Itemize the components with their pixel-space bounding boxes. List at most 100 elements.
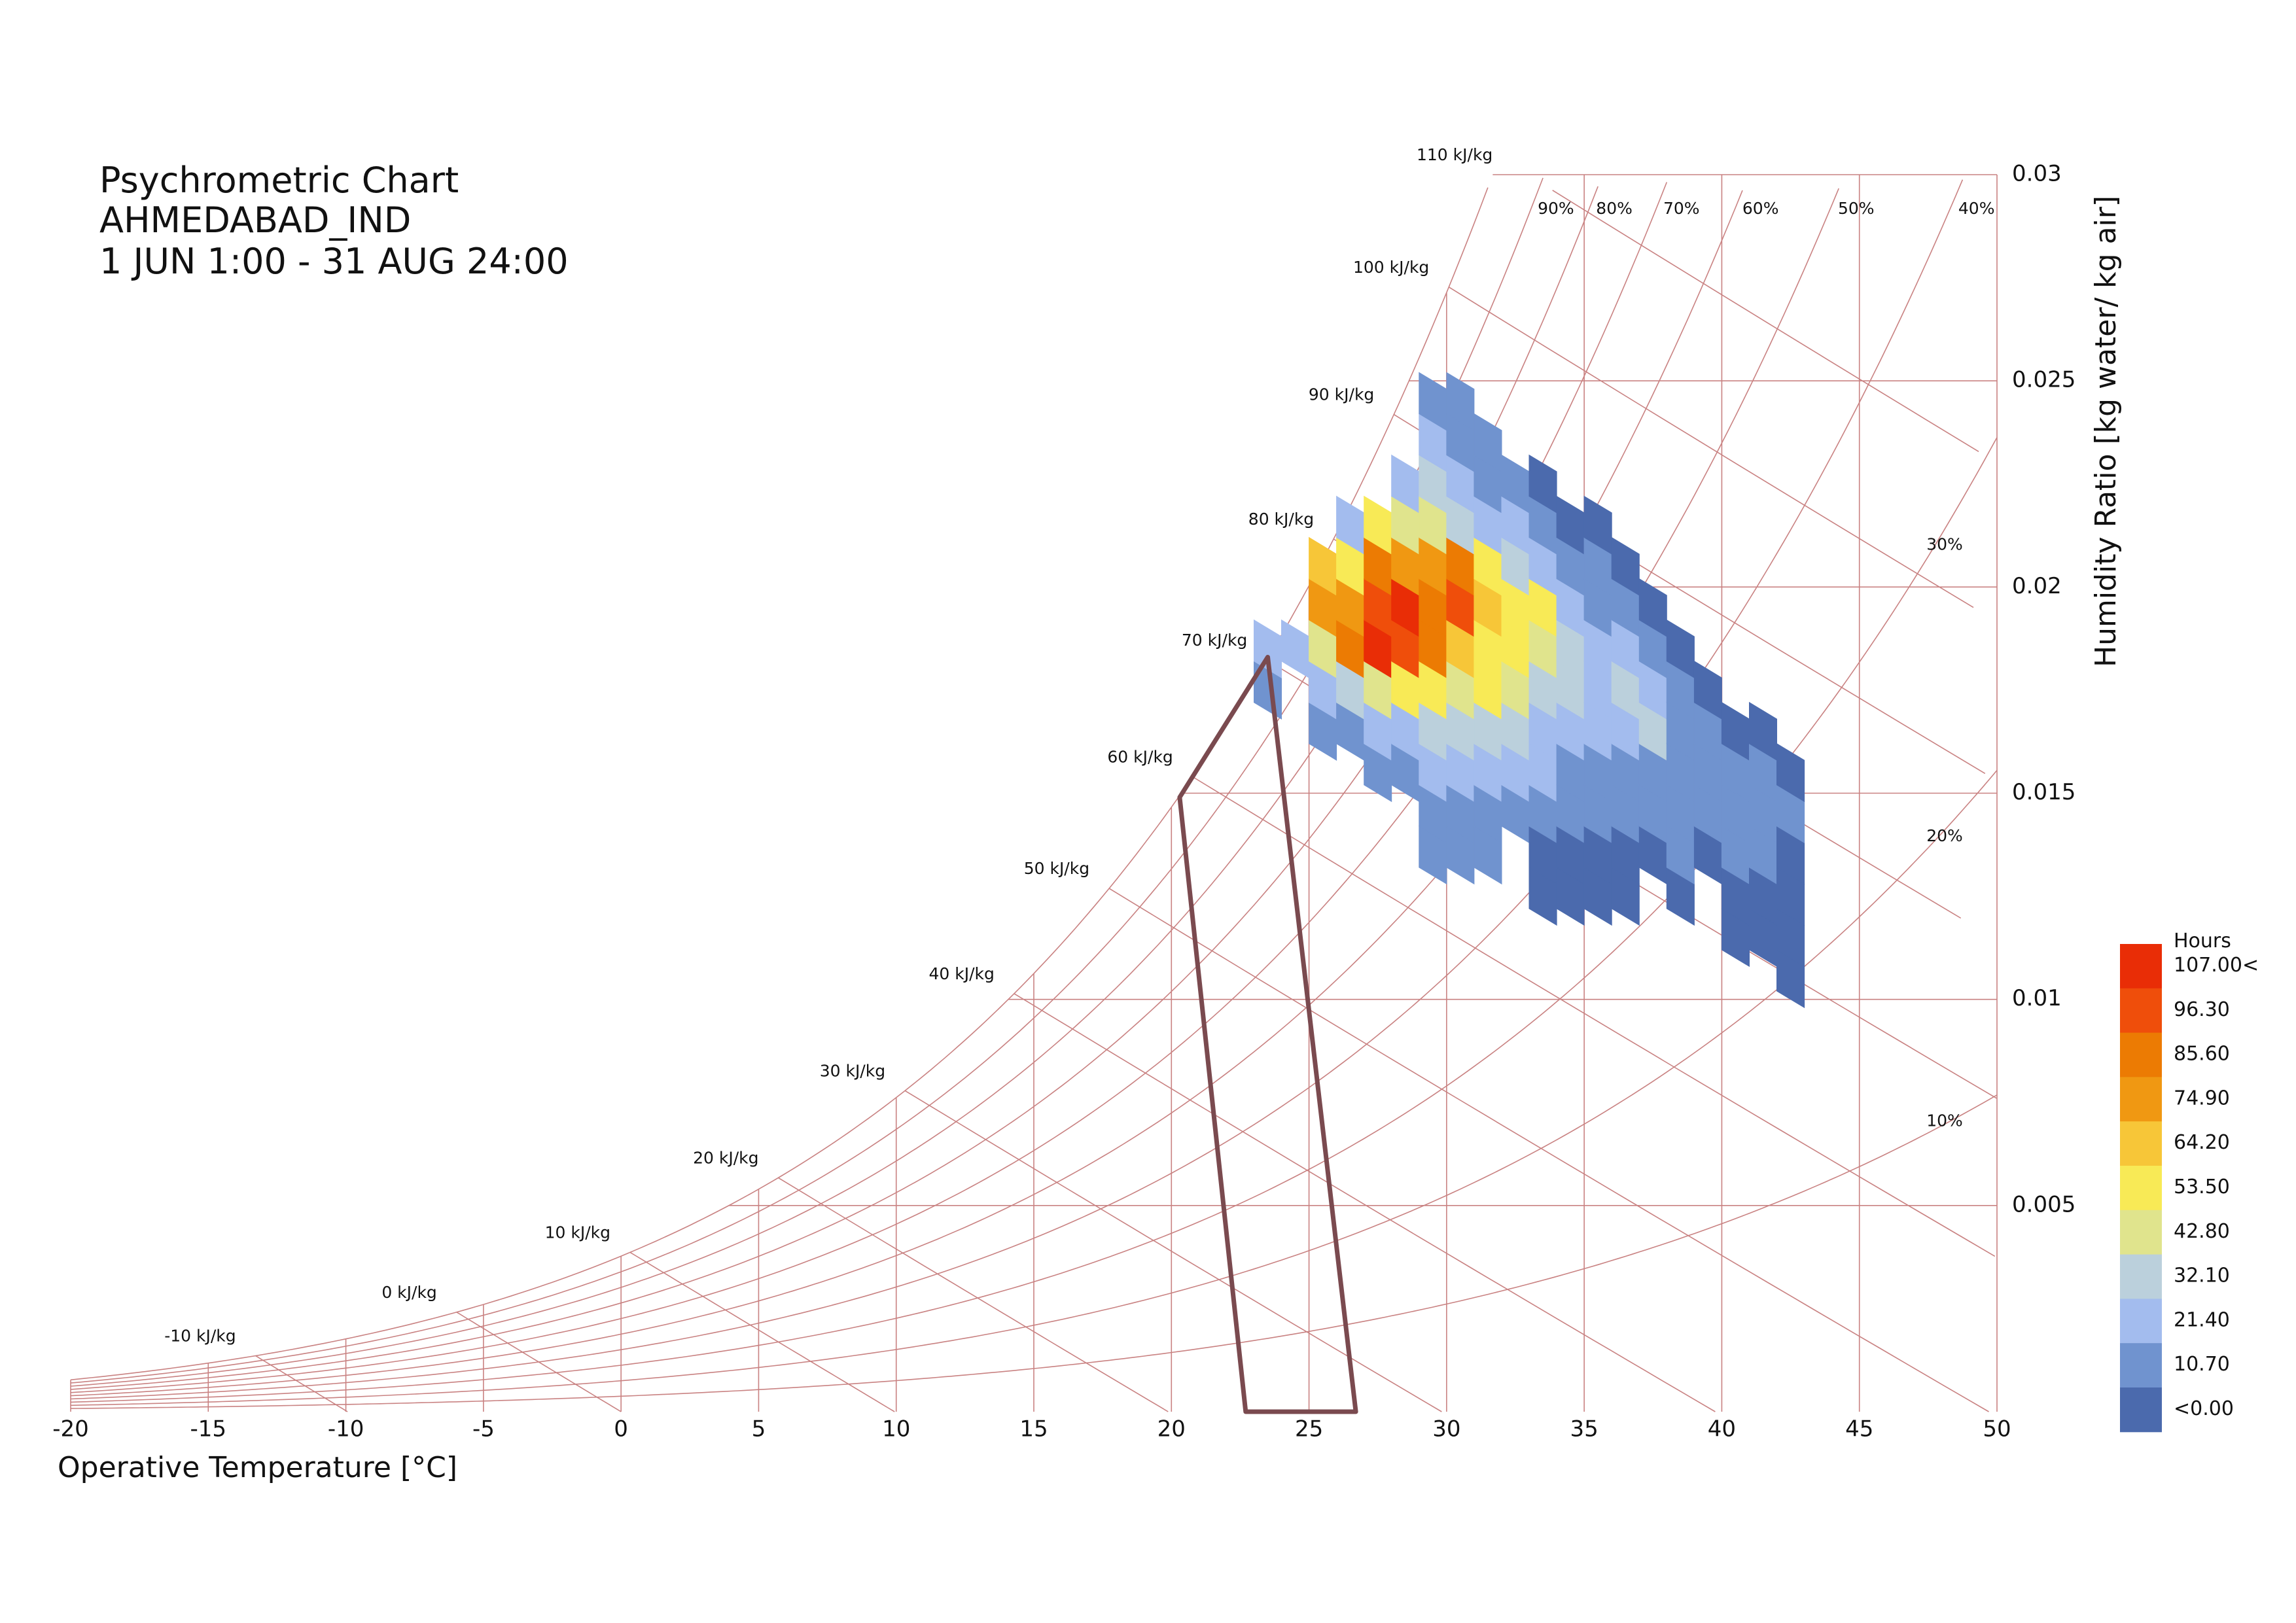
- legend-swatch: [2120, 944, 2162, 989]
- legend-swatch: [2120, 1166, 2162, 1211]
- legend-swatch: [2120, 1254, 2162, 1299]
- enthalpy-label: 30 kJ/kg: [820, 1061, 885, 1080]
- chart-labels: -10 kJ/kg 0 kJ/kg 10 kJ/kg 20 kJ/kg 30 kJ/kg…: [52, 145, 2075, 1442]
- enthalpy-label: 0 kJ/kg: [381, 1283, 436, 1302]
- legend-swatch: [2120, 1077, 2162, 1122]
- rh-label: 30%: [1926, 535, 1963, 554]
- legend-title: Hours: [2174, 930, 2231, 952]
- enthalpy-label: 50 kJ/kg: [1024, 859, 1089, 878]
- legend-label: 74.90: [2174, 1087, 2230, 1109]
- legend-swatch: [2120, 1210, 2162, 1255]
- title-line-2: AHMEDABAD_IND: [99, 200, 411, 241]
- x-tick-label: 50: [1983, 1416, 2011, 1442]
- rh-label: 50%: [1838, 199, 1875, 218]
- title-line-1: Psychrometric Chart: [99, 160, 459, 201]
- x-axis-label: Operative Temperature [°C]: [58, 1451, 457, 1484]
- x-tick-label: -20: [52, 1416, 89, 1442]
- enthalpy-line: [1192, 776, 1996, 1257]
- x-tick-label: 20: [1157, 1416, 1186, 1442]
- heatmap-cell: [1776, 742, 1805, 803]
- comfort-zone: [1177, 655, 1358, 1414]
- x-tick-label: -10: [328, 1416, 364, 1442]
- y-tick-label: 0.03: [2012, 161, 2062, 187]
- enthalpy-line: [1552, 190, 1979, 452]
- y-tick-label: 0.005: [2012, 1191, 2075, 1217]
- x-tick-label: 15: [1019, 1416, 1048, 1442]
- legend-swatch: [2120, 1299, 2162, 1344]
- y-tick-label: 0.015: [2012, 779, 2075, 805]
- x-tick-label: 45: [1845, 1416, 1873, 1442]
- legend-label: <0.00: [2174, 1397, 2234, 1420]
- x-tick-label: -5: [472, 1416, 495, 1442]
- x-tick-label: 10: [882, 1416, 910, 1442]
- y-tick-label: 0.02: [2012, 573, 2062, 599]
- legend-label: 32.10: [2174, 1265, 2230, 1287]
- enthalpy-line: [629, 1251, 895, 1412]
- hours-heatmap: [1254, 372, 1805, 1009]
- enthalpy-line: [1014, 993, 1716, 1412]
- hours-legend: Hours 107.00< 96.30 85.60 74.90 64.20 53.50 42…: [2120, 930, 2259, 1433]
- legend-label: 64.20: [2174, 1131, 2230, 1154]
- x-tick-label: 5: [752, 1416, 766, 1442]
- heatmap-cell: [1528, 454, 1557, 514]
- heatmap-cell: [1474, 413, 1502, 472]
- legend-label: 96.30: [2174, 998, 2230, 1021]
- enthalpy-label: 100 kJ/kg: [1353, 258, 1429, 277]
- enthalpy-label: 70 kJ/kg: [1182, 631, 1247, 650]
- enthalpy-label: 80 kJ/kg: [1248, 510, 1314, 529]
- legend-swatch: [2120, 1032, 2162, 1077]
- legend-label: 85.60: [2174, 1043, 2230, 1066]
- enthalpy-label: 40 kJ/kg: [929, 964, 995, 983]
- legend-label: 21.40: [2174, 1308, 2230, 1331]
- rh-label: 70%: [1663, 199, 1700, 218]
- enthalpy-line: [1108, 888, 1989, 1412]
- rh-label: 90%: [1538, 199, 1574, 218]
- heatmap-cell: [1281, 619, 1310, 678]
- legend-swatch: [2120, 1343, 2162, 1388]
- legend-label: 107.00<: [2174, 954, 2259, 977]
- y-axis-label: Humidity Ratio [kg water/ kg air]: [2089, 196, 2123, 667]
- legend-swatch: [2120, 1387, 2162, 1433]
- enthalpy-label: 110 kJ/kg: [1417, 145, 1492, 164]
- heatmap-cell: [1693, 660, 1722, 720]
- legend-swatch: [2120, 1121, 2162, 1166]
- rh-label: 40%: [1958, 199, 1995, 218]
- legend-label: 10.70: [2174, 1353, 2230, 1376]
- x-tick-label: 25: [1295, 1416, 1323, 1442]
- rh-label: 60%: [1742, 199, 1779, 218]
- chart-title: Psychrometric Chart AHMEDABAD_IND 1 JUN …: [99, 160, 569, 282]
- enthalpy-label: 20 kJ/kg: [693, 1148, 758, 1167]
- legend-swatch: [2120, 988, 2162, 1034]
- enthalpy-label: 60 kJ/kg: [1107, 748, 1173, 767]
- chart-grid: [70, 174, 1998, 1412]
- comfort-polygon: [1177, 655, 1358, 1414]
- heatmap-cell: [1446, 372, 1475, 431]
- enthalpy-line: [1448, 287, 1974, 608]
- x-tick-label: 35: [1570, 1416, 1598, 1442]
- heatmap-cell: [1749, 701, 1777, 761]
- rh-label: 10%: [1926, 1111, 1963, 1130]
- enthalpy-line: [456, 1312, 622, 1412]
- enthalpy-label: -10 kJ/kg: [164, 1327, 236, 1346]
- enthalpy-label: 10 kJ/kg: [545, 1223, 610, 1242]
- enthalpy-label: 90 kJ/kg: [1309, 385, 1374, 404]
- x-tick-label: 40: [1708, 1416, 1736, 1442]
- enthalpy-line: [255, 1355, 348, 1412]
- enthalpy-line: [778, 1177, 1169, 1412]
- heatmap-cell: [1638, 578, 1667, 637]
- x-tick-label: -15: [190, 1416, 227, 1442]
- legend-label: 53.50: [2174, 1176, 2230, 1198]
- x-tick-label: 0: [614, 1416, 628, 1442]
- title-line-3: 1 JUN 1:00 - 31 AUG 24:00: [99, 241, 569, 282]
- enthalpy-line: [904, 1090, 1442, 1412]
- heatmap-cell: [1666, 619, 1695, 678]
- rh-curve-90: [70, 177, 1544, 1384]
- x-tick-label: 30: [1432, 1416, 1460, 1442]
- heatmap-cell: [1611, 536, 1640, 596]
- rh-label: 20%: [1926, 826, 1963, 845]
- rh-label: 80%: [1596, 199, 1633, 218]
- legend-label: 42.80: [2174, 1220, 2230, 1243]
- heatmap-cell: [1583, 495, 1612, 555]
- y-tick-label: 0.01: [2012, 985, 2062, 1011]
